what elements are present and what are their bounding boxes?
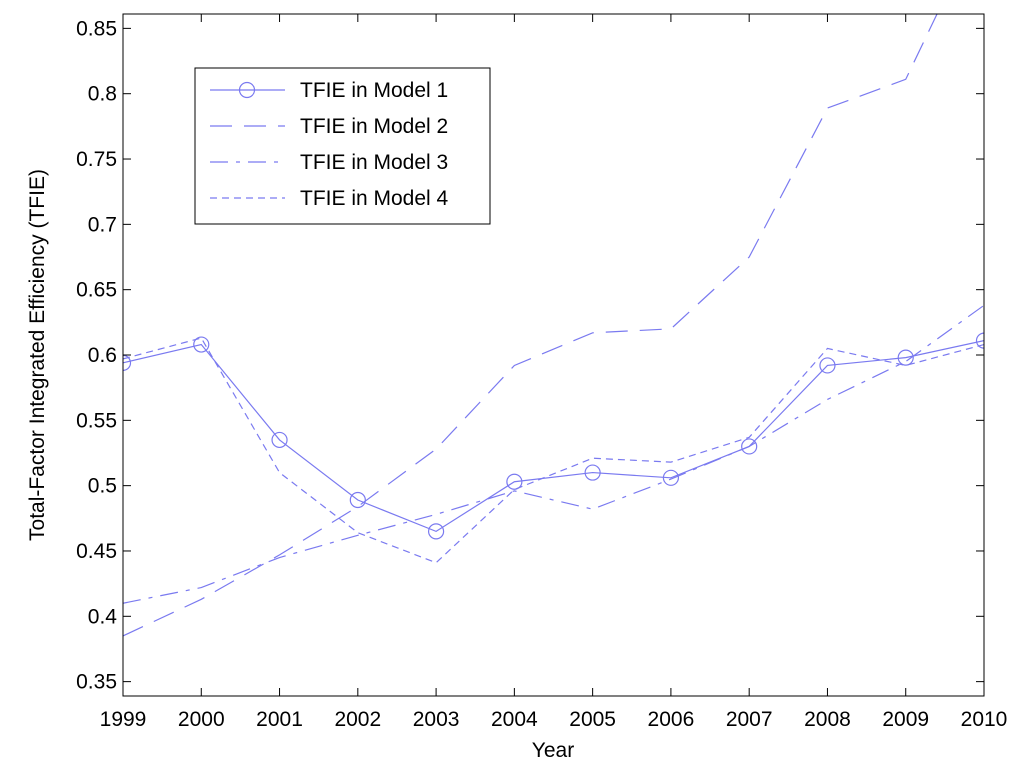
legend-box <box>194 67 491 225</box>
y-tick-label: 0.8 <box>88 83 117 106</box>
data-point <box>271 431 288 449</box>
x-tick-label: 2006 <box>648 708 695 731</box>
y-tick-label: 0.55 <box>76 409 117 432</box>
data-point <box>975 332 984 349</box>
x-axis-label: Year <box>532 739 574 762</box>
data-point <box>584 464 601 481</box>
y-tick-label: 0.35 <box>76 671 117 694</box>
x-tick-label: 2004 <box>491 708 538 731</box>
legend-label: TFIE in Model 2 <box>300 115 448 138</box>
series-line <box>123 14 938 637</box>
y-tick-label: 0.65 <box>76 279 117 302</box>
x-tick-label: 2007 <box>726 708 773 731</box>
y-tick-label: 0.4 <box>88 605 118 628</box>
series-line <box>123 337 984 564</box>
x-tick-label: 2001 <box>256 708 303 731</box>
x-tick-label: 2005 <box>569 708 616 731</box>
axes-box <box>122 13 985 697</box>
data-point <box>662 469 680 486</box>
x-tick-label: 2010 <box>961 708 1008 731</box>
data-point <box>349 491 366 509</box>
series-line <box>123 340 984 533</box>
legend-marker <box>238 81 256 99</box>
data-point <box>193 336 210 353</box>
data-point <box>123 354 132 371</box>
data-point <box>427 523 445 540</box>
y-axis-label: Total-Factor Integrated Efficiency (TFIE… <box>26 169 49 541</box>
y-tick-label: 0.75 <box>76 148 117 171</box>
plot-area <box>123 14 984 637</box>
data-point <box>897 349 914 366</box>
y-tick-label: 0.85 <box>76 17 117 40</box>
x-tick-label: 1999 <box>100 708 147 731</box>
x-tick-label: 2002 <box>334 708 381 731</box>
y-tick-label: 0.45 <box>76 540 117 563</box>
x-tick-label: 2009 <box>882 708 929 731</box>
data-point <box>506 473 523 490</box>
y-tick-label: 0.6 <box>88 344 117 367</box>
legend-label: TFIE in Model 3 <box>300 151 448 174</box>
legend-label: TFIE in Model 4 <box>300 187 449 210</box>
series-line <box>123 304 984 604</box>
data-point <box>741 438 758 455</box>
x-tick-label: 2008 <box>804 708 851 731</box>
legend-label: TFIE in Model 1 <box>300 79 448 102</box>
y-tick-label: 0.5 <box>88 475 117 498</box>
data-point <box>819 357 836 374</box>
x-tick-label: 2000 <box>178 708 225 731</box>
x-tick-label: 2003 <box>413 708 460 731</box>
y-tick-label: 0.7 <box>88 213 117 236</box>
